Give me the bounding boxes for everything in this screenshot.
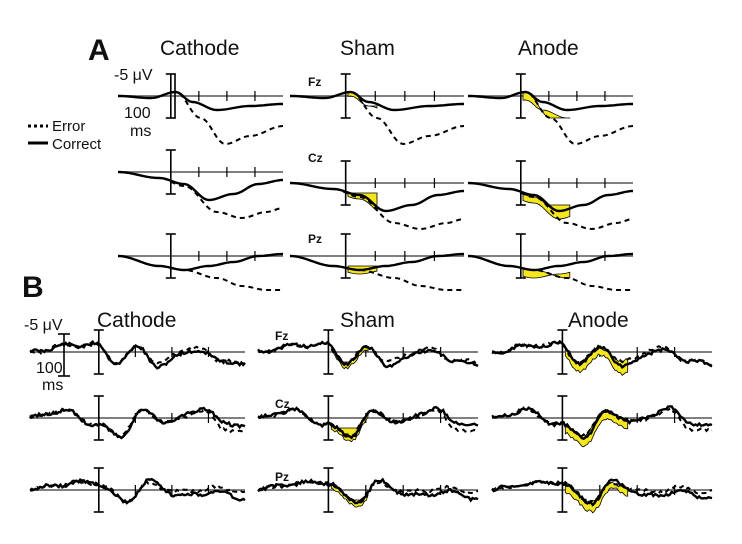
condition-label-a-sham: Sham <box>340 37 395 60</box>
panel-a-anode-fz-correct-trace <box>468 90 633 112</box>
scale-amplitude-b: -5 μV <box>24 317 63 334</box>
panel-b-cathode-cz-correct-trace <box>28 406 246 440</box>
panel-a-anode-pz-correct-trace <box>467 252 634 272</box>
scale-time-value-a: 100 <box>124 105 151 122</box>
panel-b-sham-cz-difference-highlight <box>330 412 369 443</box>
electrode-label-b-pz: Pz <box>275 470 289 484</box>
panel-b-anode-fz-correct-trace <box>491 339 713 369</box>
panel-a-sham-fz-correct-trace <box>290 90 464 112</box>
scale-time-value-b: 100 <box>36 360 63 377</box>
electrode-label-a-fz: Fz <box>308 75 321 89</box>
scale-amplitude-a: -5 μV <box>114 67 153 84</box>
legend-correct-label: Correct <box>52 136 102 153</box>
panel-a-anode-cz-correct-trace <box>467 181 634 213</box>
panel-b-anode-cz-error-trace <box>491 406 713 438</box>
panel-a-cathode-fz-correct-trace <box>118 90 283 112</box>
legend-error-label: Error <box>52 118 85 135</box>
panel-a-cathode-pz-error-trace <box>117 255 283 291</box>
panel-b-sham-cz-correct-trace <box>257 405 479 440</box>
panel-b-anode-pz-difference-highlight <box>564 481 629 514</box>
panel-label-a: A <box>88 34 110 67</box>
panel-a-sham-cz-correct-trace <box>289 181 465 213</box>
condition-label-a-cathode: Cathode <box>160 37 239 60</box>
electrode-label-a-pz: Pz <box>308 232 322 246</box>
panel-a-sham-pz-error-trace <box>289 255 464 291</box>
condition-label-b-anode: Anode <box>568 309 629 332</box>
panel-a-cathode-pz-correct-trace <box>117 252 284 272</box>
plots-layer <box>28 73 713 514</box>
electrode-label-b-fz: Fz <box>275 329 288 343</box>
panel-a-anode-fz-difference-highlight <box>522 91 571 119</box>
condition-label-b-sham: Sham <box>340 309 395 332</box>
panel-label-b: B <box>22 271 44 304</box>
electrode-label-a-cz: Cz <box>308 151 323 165</box>
panel-a-cathode-cz-correct-trace <box>117 170 284 202</box>
scale-time-unit-a: ms <box>130 123 151 140</box>
panel-b-cathode-fz-correct-trace <box>29 340 246 370</box>
panel-a-sham-fz-error-trace <box>290 90 465 146</box>
electrode-label-b-cz: Cz <box>275 397 290 411</box>
panel-a-sham-pz-correct-trace <box>289 252 465 272</box>
panel-b-cathode-pz-correct-trace <box>29 477 246 505</box>
panel-b-sham-fz-correct-trace <box>257 340 479 369</box>
panel-b-sham-pz-correct-trace <box>257 477 479 505</box>
panel-b-anode-pz-correct-trace <box>491 478 713 507</box>
scale-time-unit-b: ms <box>42 377 63 394</box>
condition-label-b-cathode: Cathode <box>97 309 176 332</box>
condition-label-a-anode: Anode <box>518 37 579 60</box>
panel-b-anode-cz-correct-trace <box>491 405 713 441</box>
panel-a-anode-pz-error-trace <box>467 255 633 291</box>
